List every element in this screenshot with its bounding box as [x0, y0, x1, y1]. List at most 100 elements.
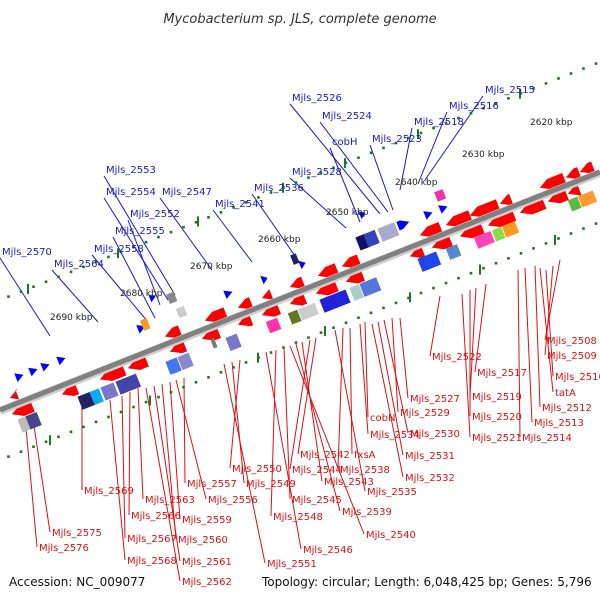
- upper-ruler-dot: [382, 146, 385, 150]
- lower-ruler-dot: [144, 400, 148, 404]
- map-title: Mycobacterium sp. JLS, complete genome: [163, 12, 436, 27]
- feature-block: [567, 196, 582, 212]
- upper-ruler-dot: [32, 285, 35, 289]
- lower-ruler-dot: [569, 232, 573, 235]
- upper-ruler-dot: [144, 240, 148, 244]
- upper-ruler-dot: [569, 72, 573, 75]
- lower-ruler-dot: [494, 261, 498, 265]
- feature-block: [265, 317, 282, 334]
- lower-gene-label: cobN: [370, 413, 395, 424]
- lower-gene-label: Mjls_2548: [273, 512, 323, 523]
- lower-gene-label: Mjls_2513: [534, 418, 584, 429]
- lower-gene-label: Mjls_2559: [182, 515, 232, 526]
- lower-ruler-dot: [294, 341, 298, 344]
- upper-ruler-dot: [82, 265, 85, 269]
- lower-gene-label-leader: [283, 347, 291, 500]
- lower-ruler-dot: [357, 316, 360, 320]
- upper-ruler-dot: [194, 220, 198, 224]
- upper-gene-label-leader: [319, 121, 389, 213]
- feature-block: [363, 229, 380, 248]
- lower-gene-label: Mjls_2519: [472, 392, 522, 403]
- feature-block: [349, 284, 364, 301]
- upper-gene-label-leader: [0, 257, 51, 337]
- kbp-tick-label: 2650 kbp: [326, 208, 369, 218]
- upper-ruler-dot: [169, 230, 173, 234]
- lower-gene-label: Mjls_2550: [232, 464, 282, 475]
- upper-ruler-dot: [469, 111, 473, 115]
- lower-gene-label-leader: [391, 317, 399, 413]
- feature-block: [176, 305, 188, 319]
- lower-gene-label-leader: [270, 349, 277, 517]
- lower-gene-label: Mjls_2522: [432, 352, 482, 363]
- lower-gene-label: Mjls_2557: [187, 479, 237, 490]
- upper-ruler-dot: [419, 131, 423, 135]
- feature-block: [473, 230, 495, 249]
- lower-ruler-dot: [332, 326, 335, 330]
- upper-gene-label-leader: [289, 103, 381, 215]
- feature-block: [210, 337, 218, 349]
- lower-ruler-dot: [132, 405, 135, 409]
- lower-gene-label: Mjls_2567: [127, 534, 177, 545]
- lower-ruler-dot: [432, 286, 435, 290]
- upper-gene-label-leader: [212, 209, 253, 263]
- feature-block: [177, 352, 194, 371]
- lower-gene-label: Mjls_2556: [208, 495, 258, 506]
- lower-gene-label: Mjls_2527: [410, 394, 460, 405]
- upper-gene-label-leader: [369, 144, 394, 211]
- upper-gene-label: Mjls_2536: [254, 183, 304, 194]
- lower-ruler-dot: [394, 301, 398, 305]
- upper-ruler-dot: [132, 245, 135, 249]
- lower-gene-label-leader: [399, 317, 409, 399]
- feature-block: [139, 317, 151, 331]
- upper-ruler-dot: [207, 215, 210, 219]
- lower-ruler-dot: [419, 291, 423, 295]
- lower-gene-label: Mjls_2529: [400, 408, 450, 419]
- upper-ruler-dot: [319, 171, 323, 174]
- lower-ruler-dot: [119, 410, 123, 414]
- upper-gene-label: Mjls_2516: [449, 101, 499, 112]
- upper-gene-label: Mjls_2552: [130, 209, 180, 220]
- upper-ruler-dot: [407, 136, 410, 140]
- lower-gene-label-leader: [383, 319, 409, 434]
- lower-gene-label-leader: [474, 283, 487, 373]
- upper-gene-label: cobH: [332, 137, 357, 148]
- upper-ruler-dot: [69, 270, 73, 274]
- lower-ruler-dot: [207, 375, 210, 379]
- feature-block: [359, 277, 382, 297]
- lower-gene-label: Mjls_2560: [178, 535, 228, 546]
- lower-ruler-dot: [519, 252, 523, 255]
- lower-ruler-dot: [582, 227, 585, 230]
- upper-ruler-dot: [594, 62, 598, 65]
- lower-gene-label: Mjls_2543: [324, 477, 374, 488]
- upper-ruler-dot: [107, 255, 110, 259]
- lower-ruler-dot: [532, 247, 535, 250]
- lower-ruler-dot: [19, 450, 23, 453]
- upper-ruler-dot: [457, 116, 460, 120]
- lower-ruler-dot: [157, 395, 160, 399]
- feature-block: [377, 222, 400, 242]
- feature-block: [577, 190, 598, 208]
- forward-gene-arrow: [358, 211, 366, 220]
- feature-block: [417, 251, 442, 272]
- lower-gene-label: Mjls_2510: [555, 372, 600, 383]
- lower-gene-label: Mjls_2562: [182, 577, 232, 588]
- feature-block: [77, 391, 96, 410]
- lower-gene-label: Mjls_2568: [127, 556, 177, 567]
- lower-ruler-dot: [244, 361, 248, 364]
- lower-ruler-dot: [269, 351, 273, 354]
- upper-gene-label: Mjls_2547: [162, 187, 212, 198]
- lower-gene-label-leader: [153, 385, 181, 562]
- upper-gene-label-leader: [91, 254, 149, 323]
- lower-gene-label-leader: [229, 359, 241, 469]
- upper-gene-label: Mjls_2518: [414, 117, 464, 128]
- forward-gene-arrow: [55, 356, 66, 366]
- feature-block: [165, 357, 182, 375]
- lower-gene-label-leader: [359, 323, 369, 435]
- upper-gene-label-leader: [112, 236, 156, 319]
- lower-gene-label: Mjls_2575: [52, 528, 102, 539]
- lower-gene-label: Mjls_2539: [342, 507, 392, 518]
- lower-ruler-dot: [169, 390, 173, 394]
- lower-gene-label-leader: [517, 269, 521, 438]
